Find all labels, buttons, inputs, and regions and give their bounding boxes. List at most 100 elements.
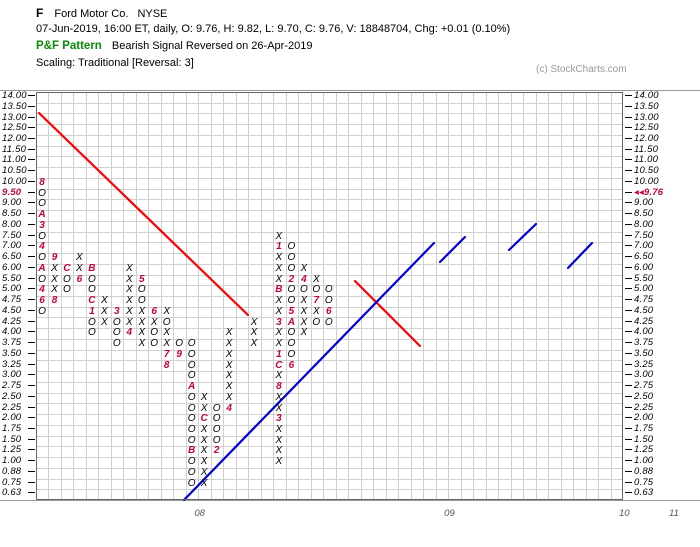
pnf-mark: X [275,456,283,468]
x-axis-label: 09 [444,508,455,519]
pnf-mark: O [212,402,221,414]
y-axis-label-left: 11.50 [2,143,27,155]
pnf-mark: X [100,316,108,328]
pnf-mark: 1 [89,305,95,317]
pnf-mark: X [138,316,146,328]
pnf-mark: X [300,295,308,307]
y-tick-left [28,406,35,408]
y-tick-left [28,449,35,451]
pnf-mark: O [112,338,121,349]
pnf-mark: O [112,316,121,328]
y-tick-right [625,492,632,494]
y-tick-left [28,213,35,215]
y-tick-right [625,266,632,268]
pnf-mark: 5 [288,305,295,317]
y-tick-left [28,470,35,472]
y-tick-left [28,492,35,494]
pnf-mark: X [200,466,208,478]
y-tick-left [28,266,35,268]
y-tick-left [28,481,35,483]
y-tick-right [625,288,632,290]
y-axis-label-right: 5.50 [634,272,654,284]
y-tick-left [28,180,35,182]
y-axis-label-left: 9.50 [2,186,22,198]
y-tick-left [28,202,35,204]
y-tick-right [625,438,632,440]
y-axis-label-right: 13.50 [634,100,659,112]
y-axis-label-right: 2.00 [634,412,654,424]
pnf-mark: O [38,187,46,199]
y-tick-left [28,170,35,172]
pnf-mark: O [187,359,196,371]
y-tick-left [28,234,35,236]
pnf-mark: O [187,466,196,478]
x-axis-label: 10 [619,508,630,519]
pnf-mark: O [187,477,196,489]
y-axis-label-left: 12.50 [2,122,27,134]
pnf-mark: X [51,262,58,274]
y-axis-label-right: 3.75 [634,337,654,348]
pnf-mark: O [137,284,146,296]
y-tick-right [625,374,632,376]
company-name: Ford Motor Co. [54,8,129,20]
pnf-mark: X [225,348,233,360]
pnf-mark: O [63,284,71,296]
y-axis-label-left: 11.00 [2,154,27,166]
pnf-mark: O [88,284,96,296]
y-axis-label-left: 6.50 [2,251,22,263]
y-tick-right [625,385,632,386]
x-axis-label: 11 [669,508,679,519]
pnf-mark: O [187,423,196,435]
y-axis-label-right: 13.00 [634,111,659,123]
pnf-mark: X [275,252,283,264]
pnf-plot-area[interactable] [36,92,623,502]
y-axis-label-left: 2.75 [2,380,22,391]
y-axis-label-right: 10.00 [634,175,659,187]
pnf-mark: 5 [139,273,145,285]
pnf-mark: O [287,252,296,264]
pnf-mark: O [38,305,46,317]
y-axis-label-right: 1.50 [634,433,654,445]
y-tick-left [28,385,35,386]
y-tick-right [625,460,632,462]
pnf-mark: X [275,434,283,446]
y-tick-right [625,417,632,419]
y-axis-label-right: 11.00 [634,154,659,166]
exchange-name: NYSE [137,8,168,20]
y-tick-left [28,460,35,462]
pnf-mark: O [300,284,308,296]
pnf-mark: 2 [288,273,295,285]
pnf-mark: O [212,423,221,435]
pnf-mark: X [275,423,283,435]
pnf-mark: O [212,413,221,425]
y-axis-label-left: 3.25 [2,358,22,370]
pnf-mark: C [275,359,283,371]
pnf-mark: 4 [226,402,232,414]
pnf-mark: 4 [126,327,133,339]
y-axis-label-right: 5.00 [634,283,654,295]
y-tick-right [625,427,632,429]
y-axis-label-left: 10.50 [2,165,27,177]
pnf-mark: X [200,477,208,489]
pnf-mark: X [225,338,233,349]
pnf-mark: O [312,316,321,328]
pnf-mark: O [63,273,71,285]
y-tick-right [625,352,632,354]
pnf-mark: O [287,295,296,307]
pnf-mark: X [51,273,58,285]
y-tick-left [28,223,35,225]
pattern-line: P&F Pattern Bearish Signal Reversed on 2… [36,40,312,52]
y-tick-left [28,116,35,118]
pnf-mark: C [88,295,96,307]
y-axis-label-right: 0.88 [634,465,654,477]
pnf-mark: O [324,295,333,307]
pnf-mark: A [287,316,295,328]
y-axis-label-left: 14.00 [2,90,27,101]
pnf-mark: O [88,273,96,285]
header-divider-bottom [0,500,700,501]
pnf-mark: X [275,305,283,317]
pnf-mark: X [163,327,171,339]
pnf-mark: O [212,434,221,446]
y-axis-label-right: 0.63 [634,487,654,499]
y-axis-label-right: 1.25 [634,444,654,456]
